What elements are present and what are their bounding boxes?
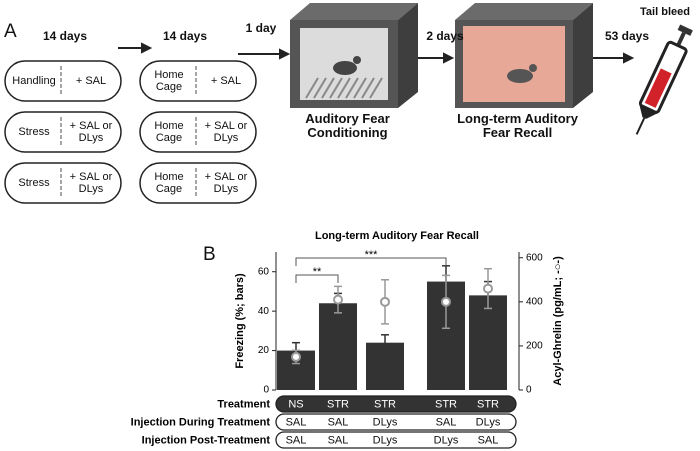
significance-bracket (295, 274, 339, 283)
stage-label: Auditory Fear Conditioning (305, 111, 390, 141)
row-label: Injection During Treatment (131, 416, 271, 428)
table-cell: DLys (434, 434, 459, 446)
duration-label: 14 days (42, 29, 88, 43)
table-cell: STR (477, 398, 499, 410)
table-row (275, 413, 517, 431)
panel-label: B (203, 244, 216, 265)
table-cell: STR (374, 398, 396, 410)
y2-tick-label: 600 (526, 252, 543, 263)
table-cell: DLys (476, 416, 501, 428)
stage-label: Long-term Auditory Fear Recall (457, 111, 578, 141)
table-cell: SAL (478, 434, 499, 446)
y-tick-label: 60 (258, 266, 270, 277)
bar (469, 295, 507, 390)
table-cell: NS (288, 398, 303, 410)
table-cell: SAL (286, 416, 307, 428)
condition-label: Home Cage (154, 68, 184, 93)
duration-label: 2 days (426, 29, 464, 43)
ghrelin-point (441, 296, 451, 307)
chart-title: Long-term Auditory Fear Recall (315, 230, 479, 242)
y2-tick-label: 200 (526, 341, 543, 352)
protocol-box (139, 111, 257, 153)
y-tick-label: 20 (258, 345, 270, 356)
table-cell: SAL (328, 434, 349, 446)
significance-label: ** (313, 266, 322, 278)
condition-label: Handling (12, 74, 56, 87)
significance-label: *** (365, 249, 379, 261)
protocol-box (4, 60, 122, 102)
recall-chamber (455, 3, 593, 108)
y-axis-label: Freezing (%; bars) (234, 273, 246, 369)
y2-axis-label: Acyl-Ghrelin (pg/mL; -○-) (552, 256, 564, 386)
condition-label: Stress (18, 176, 50, 189)
table-cell: SAL (328, 416, 349, 428)
conditioning-chamber (290, 3, 418, 108)
table-cell: SAL (436, 416, 457, 428)
duration-label: 14 days (162, 29, 208, 43)
condition-label: Home Cage (154, 170, 184, 195)
y2-tick-label: 0 (526, 385, 532, 396)
table-cell: DLys (373, 434, 398, 446)
injection-label: + SAL or DLys (204, 119, 248, 144)
injection-label: + SAL or DLys (69, 170, 113, 195)
ghrelin-point (483, 283, 493, 294)
row-label: Injection Post-Treatment (142, 434, 271, 446)
significance-bracket (295, 257, 447, 266)
protocol-box (4, 162, 122, 204)
table-cell: SAL (286, 434, 307, 446)
injection-label: + SAL or DLys (69, 119, 113, 144)
tail-bleed-label: Tail bleed (640, 6, 690, 18)
table-cell: STR (435, 398, 457, 410)
row-label: Treatment (217, 398, 270, 410)
injection-label: + SAL (210, 74, 242, 87)
table-row (275, 395, 517, 413)
bar (366, 342, 404, 390)
table-cell: DLys (373, 416, 398, 428)
ghrelin-point (333, 294, 343, 305)
ghrelin-point (291, 351, 301, 362)
ghrelin-point (380, 296, 390, 307)
table-row (275, 431, 517, 449)
condition-label: Stress (18, 125, 50, 138)
duration-label: 1 day (245, 21, 277, 35)
syringe (635, 24, 693, 135)
protocol-box (4, 111, 122, 153)
y-tick-label: 0 (263, 385, 269, 396)
injection-label: + SAL (75, 74, 107, 87)
protocol-box (139, 162, 257, 204)
table-cell: STR (327, 398, 349, 410)
panel-label: A (4, 21, 17, 42)
protocol-box (139, 60, 257, 102)
condition-label: Home Cage (154, 119, 184, 144)
bar (319, 303, 357, 390)
duration-label: 53 days (604, 29, 650, 43)
injection-label: + SAL or DLys (204, 170, 248, 195)
y-tick-label: 40 (258, 306, 270, 317)
y2-tick-label: 400 (526, 296, 543, 307)
